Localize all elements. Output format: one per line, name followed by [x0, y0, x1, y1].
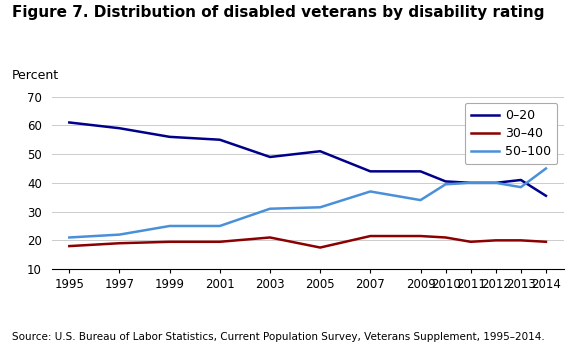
- 0–20: [442, 179, 449, 184]
- 30–40: [367, 234, 374, 238]
- 0–20: [492, 181, 499, 185]
- 0–20: [367, 169, 374, 174]
- 30–40: [216, 240, 223, 244]
- 50–100: [518, 185, 524, 189]
- 50–100: [66, 235, 73, 239]
- 0–20: [267, 155, 274, 159]
- 50–100: [367, 189, 374, 194]
- 30–40: [166, 240, 173, 244]
- 30–40: [66, 244, 73, 248]
- 0–20: [116, 126, 123, 130]
- 30–40: [267, 235, 274, 239]
- 30–40: [317, 246, 324, 250]
- 50–100: [116, 233, 123, 237]
- 0–20: [542, 194, 549, 198]
- 0–20: [166, 135, 173, 139]
- 0–20: [66, 120, 73, 125]
- 30–40: [116, 241, 123, 245]
- 30–40: [442, 235, 449, 239]
- Line: 30–40: 30–40: [70, 236, 546, 248]
- 30–40: [467, 240, 474, 244]
- Text: Figure 7. Distribution of disabled veterans by disability rating: Figure 7. Distribution of disabled veter…: [12, 5, 544, 20]
- 50–100: [542, 166, 549, 170]
- 0–20: [317, 149, 324, 153]
- 50–100: [166, 224, 173, 228]
- 30–40: [492, 238, 499, 243]
- 0–20: [216, 138, 223, 142]
- Line: 50–100: 50–100: [70, 168, 546, 237]
- Line: 0–20: 0–20: [70, 122, 546, 196]
- 0–20: [467, 181, 474, 185]
- Text: Source: U.S. Bureau of Labor Statistics, Current Population Survey, Veterans Sup: Source: U.S. Bureau of Labor Statistics,…: [12, 332, 545, 342]
- 50–100: [417, 198, 424, 202]
- 50–100: [492, 181, 499, 185]
- 30–40: [417, 234, 424, 238]
- 50–100: [216, 224, 223, 228]
- 50–100: [442, 182, 449, 186]
- 0–20: [518, 178, 524, 182]
- Legend: 0–20, 30–40, 50–100: 0–20, 30–40, 50–100: [465, 103, 557, 164]
- 50–100: [467, 181, 474, 185]
- 30–40: [542, 240, 549, 244]
- 50–100: [317, 205, 324, 209]
- 0–20: [417, 169, 424, 174]
- 30–40: [518, 238, 524, 243]
- Text: Percent: Percent: [12, 69, 59, 82]
- 50–100: [267, 207, 274, 211]
